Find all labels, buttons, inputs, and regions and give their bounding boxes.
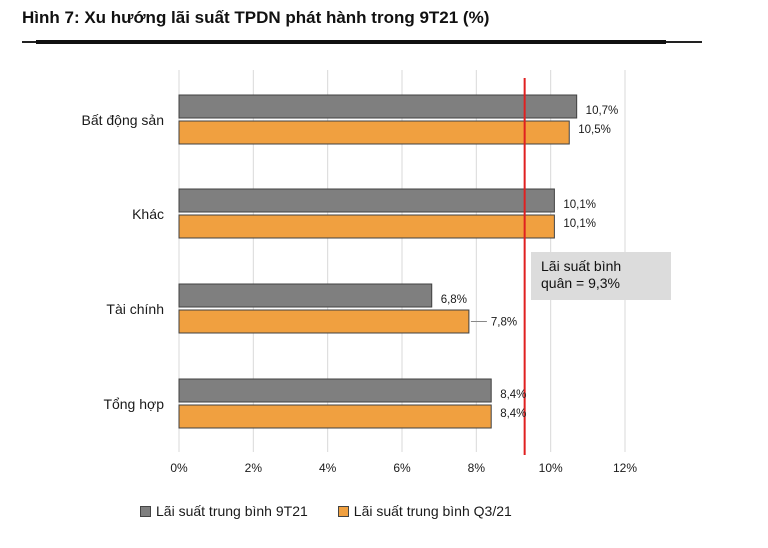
labels: 0% 2% 4% 6% 8% 10% 12% Bất động sản 10,7% 10,5% Kh… — [81, 105, 637, 475]
page-title: Hình 7: Xu hướng lãi suất TPDN phát hành… — [22, 8, 490, 27]
bar — [178, 283, 433, 308]
legend-swatch-9t21 — [140, 505, 151, 517]
legend-item-q321: Lãi suất trung bình Q3/21 — [337, 503, 512, 519]
x-tick-label: 8% — [468, 461, 486, 475]
bar — [178, 404, 492, 429]
category-label: Tổng hợp — [103, 396, 164, 412]
data-label: 10,1% — [563, 218, 596, 230]
bar — [178, 94, 578, 119]
data-label: 10,5% — [578, 124, 611, 136]
data-label: 10,1% — [563, 199, 596, 211]
category-label: Tài chính — [106, 301, 164, 317]
x-tick-label: 4% — [319, 461, 337, 475]
data-label: 6,8% — [441, 294, 467, 306]
reference-note-box — [531, 252, 671, 300]
x-tick-label: 6% — [393, 461, 411, 475]
x-tick-label: 0% — [170, 461, 188, 475]
category-label: Bất động sản — [81, 112, 164, 128]
legend-label-9t21: Lãi suất trung bình 9T21 — [156, 503, 308, 519]
legend-label-q321: Lãi suất trung bình Q3/21 — [353, 503, 512, 519]
title-rule-left — [22, 41, 36, 43]
category-label: Khác — [132, 206, 164, 222]
x-tick-label: 2% — [245, 461, 263, 475]
data-label: 10,7% — [586, 105, 619, 117]
bar — [178, 188, 555, 213]
legend-swatch-q321 — [337, 505, 349, 517]
x-tick-label: 10% — [539, 461, 563, 475]
title-rule-right — [666, 41, 702, 43]
bar — [178, 120, 570, 145]
legend: Lãi suất trung bình 9T21 Lãi suất trung … — [140, 503, 512, 519]
reference-note-text: quân = 9,3% — [541, 275, 620, 291]
bar — [178, 378, 492, 403]
data-label: 7,8% — [491, 317, 517, 329]
reference-note-text: Lãi suất bình — [541, 258, 621, 274]
title-rule — [36, 40, 666, 44]
data-label: 8,4% — [500, 389, 526, 401]
data-label: 8,4% — [500, 408, 526, 420]
bars — [178, 94, 578, 429]
bar — [178, 309, 470, 334]
x-tick-label: 12% — [613, 461, 637, 475]
bar — [178, 214, 555, 239]
legend-item-9t21: Lãi suất trung bình 9T21 — [140, 503, 308, 519]
